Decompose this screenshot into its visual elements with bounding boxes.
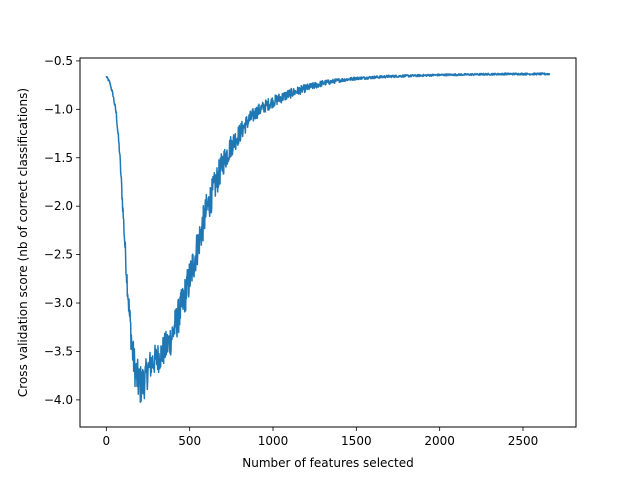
x-axis-ticks: 0 500 1000 1500 2000 2500 xyxy=(103,427,539,448)
x-tick-label: 2500 xyxy=(508,434,539,448)
series-line xyxy=(105,72,551,404)
y-tick-label: −3.0 xyxy=(44,296,73,310)
x-tick-label: 0 xyxy=(103,434,111,448)
y-tick-label: −1.5 xyxy=(44,151,73,165)
x-tick-label: 500 xyxy=(178,434,201,448)
y-tick-label: −2.0 xyxy=(44,199,73,213)
y-axis-ticks: −4.0 −3.5 −3.0 −2.5 −2.0 −1.5 −1.0 −0.5 xyxy=(44,54,80,407)
series-layer xyxy=(105,72,551,404)
plot-frame xyxy=(79,57,577,428)
y-tick-label: −2.5 xyxy=(44,248,73,262)
plot-area xyxy=(80,58,576,427)
y-tick-label: −4.0 xyxy=(44,393,73,407)
x-tick-label: 2000 xyxy=(424,434,455,448)
y-tick-label: −0.5 xyxy=(44,54,73,68)
x-tick-label: 1000 xyxy=(258,434,289,448)
y-tick-label: −1.0 xyxy=(44,102,73,116)
x-tick-label: 1500 xyxy=(341,434,372,448)
y-tick-label: −3.5 xyxy=(44,344,73,358)
y-axis-label: Cross validation score (nb of correct cl… xyxy=(16,88,30,397)
x-axis-label: Number of features selected xyxy=(242,456,413,470)
